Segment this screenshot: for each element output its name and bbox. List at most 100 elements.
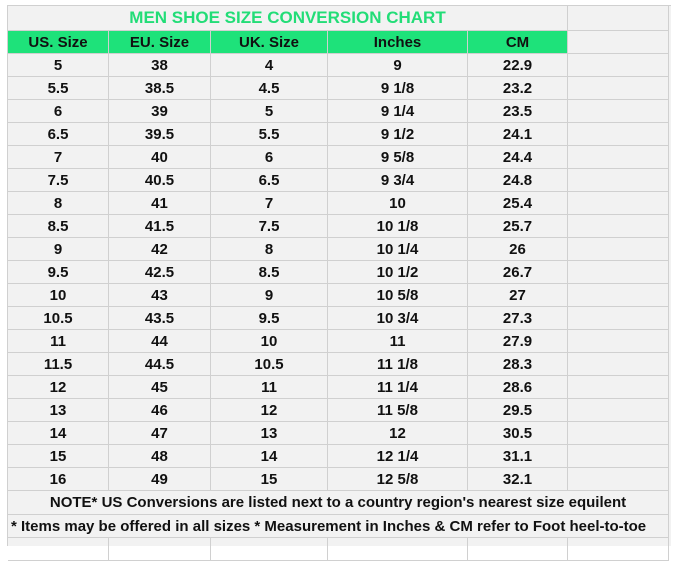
table-cell[interactable]: 27: [468, 284, 568, 307]
table-cell[interactable]: 8: [211, 238, 328, 261]
table-cell[interactable]: 6.5: [211, 169, 328, 192]
empty-cell[interactable]: [568, 238, 669, 261]
empty-cell[interactable]: [568, 169, 669, 192]
table-cell[interactable]: 11 5/8: [328, 399, 468, 422]
empty-cell[interactable]: [211, 538, 328, 561]
table-cell[interactable]: 11.5: [8, 353, 109, 376]
table-cell[interactable]: 38: [109, 54, 211, 77]
table-cell[interactable]: 32.1: [468, 468, 568, 491]
note-line-2[interactable]: * Items may be offered in all sizes * Me…: [8, 515, 669, 538]
table-cell[interactable]: 9 1/2: [328, 123, 468, 146]
table-cell[interactable]: 5.5: [8, 77, 109, 100]
table-cell[interactable]: 9: [328, 54, 468, 77]
empty-cell[interactable]: [568, 468, 669, 491]
table-cell[interactable]: 11 1/4: [328, 376, 468, 399]
column-header[interactable]: US. Size: [8, 31, 109, 54]
table-cell[interactable]: 27.9: [468, 330, 568, 353]
table-cell[interactable]: 24.4: [468, 146, 568, 169]
table-cell[interactable]: 24.1: [468, 123, 568, 146]
table-cell[interactable]: 9 1/4: [328, 100, 468, 123]
table-cell[interactable]: 5: [8, 54, 109, 77]
empty-cell[interactable]: [568, 445, 669, 468]
table-cell[interactable]: 29.5: [468, 399, 568, 422]
table-cell[interactable]: 7.5: [8, 169, 109, 192]
table-cell[interactable]: 7: [8, 146, 109, 169]
table-cell[interactable]: 9.5: [211, 307, 328, 330]
table-cell[interactable]: 10: [211, 330, 328, 353]
table-cell[interactable]: 8.5: [8, 215, 109, 238]
table-cell[interactable]: 4: [211, 54, 328, 77]
table-cell[interactable]: 25.4: [468, 192, 568, 215]
table-cell[interactable]: 25.7: [468, 215, 568, 238]
table-cell[interactable]: 10: [8, 284, 109, 307]
table-cell[interactable]: 23.5: [468, 100, 568, 123]
table-cell[interactable]: 42.5: [109, 261, 211, 284]
table-cell[interactable]: 9: [8, 238, 109, 261]
empty-cell[interactable]: [109, 538, 211, 561]
table-cell[interactable]: 43.5: [109, 307, 211, 330]
empty-cell[interactable]: [568, 6, 669, 31]
table-cell[interactable]: 9: [211, 284, 328, 307]
empty-cell[interactable]: [568, 123, 669, 146]
table-cell[interactable]: 26: [468, 238, 568, 261]
table-cell[interactable]: 28.3: [468, 353, 568, 376]
table-cell[interactable]: 9 5/8: [328, 146, 468, 169]
table-cell[interactable]: 43: [109, 284, 211, 307]
table-cell[interactable]: 8: [8, 192, 109, 215]
empty-cell[interactable]: [568, 146, 669, 169]
empty-cell[interactable]: [568, 353, 669, 376]
column-header[interactable]: Inches: [328, 31, 468, 54]
table-cell[interactable]: 6: [211, 146, 328, 169]
empty-cell[interactable]: [8, 538, 109, 561]
table-cell[interactable]: 9 1/8: [328, 77, 468, 100]
table-cell[interactable]: 24.8: [468, 169, 568, 192]
table-cell[interactable]: 10 1/2: [328, 261, 468, 284]
table-cell[interactable]: 46: [109, 399, 211, 422]
table-cell[interactable]: 7.5: [211, 215, 328, 238]
table-cell[interactable]: 11: [8, 330, 109, 353]
column-header[interactable]: UK. Size: [211, 31, 328, 54]
empty-cell[interactable]: [568, 422, 669, 445]
table-cell[interactable]: 12: [211, 399, 328, 422]
table-cell[interactable]: 23.2: [468, 77, 568, 100]
table-cell[interactable]: 10 1/8: [328, 215, 468, 238]
table-cell[interactable]: 10.5: [8, 307, 109, 330]
table-cell[interactable]: 42: [109, 238, 211, 261]
empty-cell[interactable]: [568, 54, 669, 77]
table-cell[interactable]: 9 3/4: [328, 169, 468, 192]
table-cell[interactable]: 6: [8, 100, 109, 123]
table-cell[interactable]: 13: [8, 399, 109, 422]
table-cell[interactable]: 14: [211, 445, 328, 468]
table-cell[interactable]: 44: [109, 330, 211, 353]
table-cell[interactable]: 4.5: [211, 77, 328, 100]
table-cell[interactable]: 10: [328, 192, 468, 215]
table-cell[interactable]: 6.5: [8, 123, 109, 146]
table-cell[interactable]: 16: [8, 468, 109, 491]
table-cell[interactable]: 9.5: [8, 261, 109, 284]
table-cell[interactable]: 28.6: [468, 376, 568, 399]
empty-cell[interactable]: [468, 538, 568, 561]
table-cell[interactable]: 10 1/4: [328, 238, 468, 261]
table-cell[interactable]: 22.9: [468, 54, 568, 77]
table-cell[interactable]: 38.5: [109, 77, 211, 100]
empty-cell[interactable]: [568, 284, 669, 307]
table-cell[interactable]: 26.7: [468, 261, 568, 284]
empty-cell[interactable]: [568, 31, 669, 54]
table-cell[interactable]: 39.5: [109, 123, 211, 146]
table-cell[interactable]: 31.1: [468, 445, 568, 468]
empty-cell[interactable]: [568, 77, 669, 100]
column-header[interactable]: CM: [468, 31, 568, 54]
empty-cell[interactable]: [568, 376, 669, 399]
table-cell[interactable]: 12: [8, 376, 109, 399]
empty-cell[interactable]: [568, 215, 669, 238]
table-cell[interactable]: 27.3: [468, 307, 568, 330]
note-line-1[interactable]: NOTE* US Conversions are listed next to …: [8, 491, 669, 515]
empty-cell[interactable]: [568, 192, 669, 215]
table-cell[interactable]: 14: [8, 422, 109, 445]
table-cell[interactable]: 48: [109, 445, 211, 468]
table-cell[interactable]: 49: [109, 468, 211, 491]
table-cell[interactable]: 11 1/8: [328, 353, 468, 376]
table-cell[interactable]: 5: [211, 100, 328, 123]
table-cell[interactable]: 12 1/4: [328, 445, 468, 468]
table-cell[interactable]: 15: [8, 445, 109, 468]
